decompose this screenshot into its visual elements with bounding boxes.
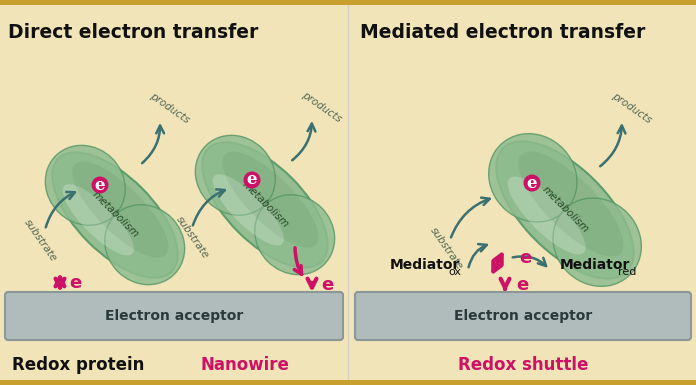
Text: e: e xyxy=(516,276,528,294)
Text: products: products xyxy=(148,91,191,125)
Text: Electron acceptor: Electron acceptor xyxy=(105,309,243,323)
Ellipse shape xyxy=(72,162,168,258)
Text: Mediated electron transfer: Mediated electron transfer xyxy=(360,22,645,42)
Ellipse shape xyxy=(196,136,275,215)
Text: products: products xyxy=(610,91,654,125)
Text: substrate: substrate xyxy=(174,214,210,260)
Bar xyxy=(0,0,696,5)
Text: Mediator: Mediator xyxy=(560,258,631,272)
Ellipse shape xyxy=(213,174,284,245)
Ellipse shape xyxy=(496,141,633,279)
Ellipse shape xyxy=(255,195,335,275)
Text: e: e xyxy=(247,171,258,189)
Text: metabolism: metabolism xyxy=(240,180,290,230)
Ellipse shape xyxy=(63,184,134,255)
Text: substrate: substrate xyxy=(22,217,58,263)
Ellipse shape xyxy=(52,152,177,278)
Circle shape xyxy=(244,172,260,188)
Text: metabolism: metabolism xyxy=(90,190,140,240)
Circle shape xyxy=(92,177,108,193)
Text: e: e xyxy=(321,276,333,294)
Ellipse shape xyxy=(105,205,184,285)
Text: e: e xyxy=(69,274,81,292)
Text: Electron acceptor: Electron acceptor xyxy=(454,309,592,323)
Text: e: e xyxy=(519,249,531,267)
Ellipse shape xyxy=(222,152,318,248)
Text: metabolism: metabolism xyxy=(540,185,590,235)
FancyBboxPatch shape xyxy=(5,292,343,340)
Text: Redox shuttle: Redox shuttle xyxy=(458,356,588,374)
Ellipse shape xyxy=(45,146,125,225)
Text: Mediator: Mediator xyxy=(390,258,460,272)
Text: ox: ox xyxy=(448,267,461,277)
Text: products: products xyxy=(300,90,343,124)
Text: Direct electron transfer: Direct electron transfer xyxy=(8,22,258,42)
Ellipse shape xyxy=(507,176,585,254)
Ellipse shape xyxy=(489,134,577,222)
Ellipse shape xyxy=(553,198,641,286)
Text: e: e xyxy=(95,176,105,194)
FancyBboxPatch shape xyxy=(355,292,691,340)
Ellipse shape xyxy=(519,151,624,257)
Text: Nanowire: Nanowire xyxy=(200,356,290,374)
Ellipse shape xyxy=(203,142,328,268)
Text: substrate: substrate xyxy=(428,225,464,271)
Circle shape xyxy=(524,175,540,191)
Text: red: red xyxy=(618,267,636,277)
Text: e: e xyxy=(527,174,537,191)
Bar xyxy=(0,380,696,385)
Text: Redox protein: Redox protein xyxy=(12,356,144,374)
